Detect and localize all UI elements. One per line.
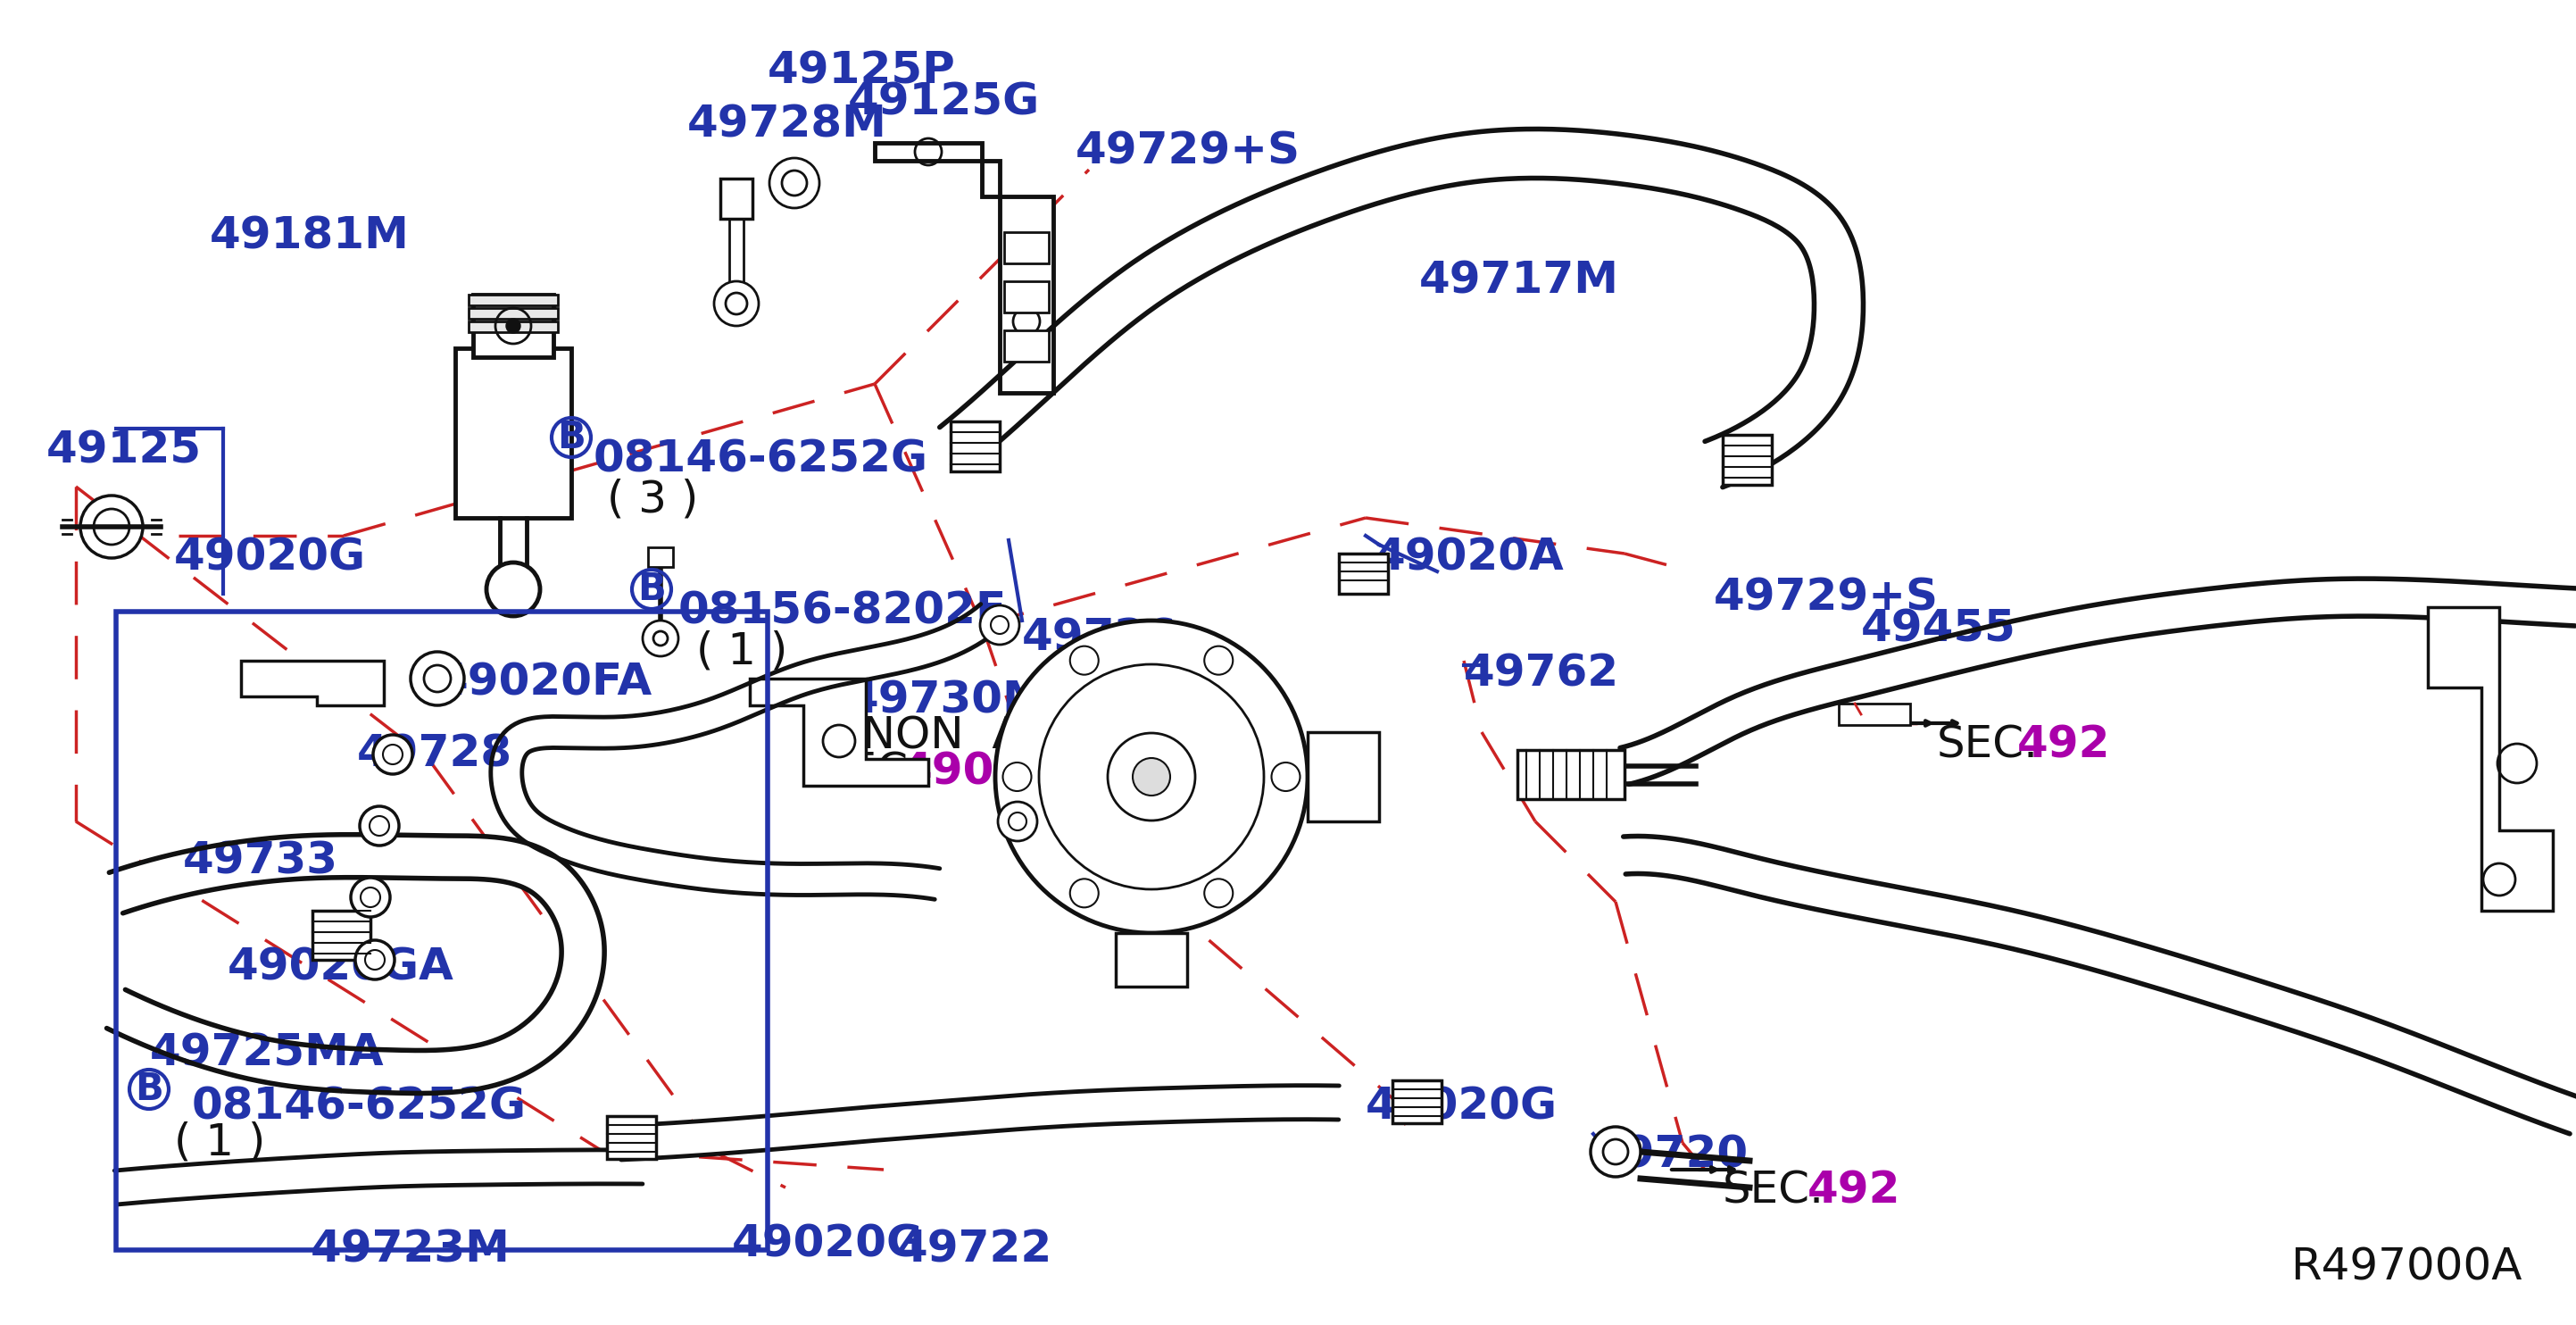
Text: ( 1 ): ( 1 ) <box>696 629 788 672</box>
Text: B: B <box>556 419 585 456</box>
Bar <box>469 307 559 319</box>
Text: 49125G: 49125G <box>848 81 1041 123</box>
Text: ( 1 ): ( 1 ) <box>175 1121 265 1163</box>
Text: 49725MA: 49725MA <box>149 1031 384 1075</box>
Circle shape <box>1069 647 1097 674</box>
Bar <box>951 421 999 472</box>
Circle shape <box>355 941 394 979</box>
Text: B: B <box>636 571 665 608</box>
Bar <box>1839 704 1911 725</box>
Text: 49125: 49125 <box>46 428 201 472</box>
Text: 49717M: 49717M <box>1419 258 1620 302</box>
Polygon shape <box>1620 579 2576 784</box>
Circle shape <box>1273 762 1301 791</box>
Bar <box>1115 933 1188 987</box>
Bar <box>608 1116 657 1159</box>
Bar <box>474 294 554 358</box>
Bar <box>469 294 559 305</box>
Text: R497000A: R497000A <box>2290 1247 2522 1289</box>
Circle shape <box>1206 878 1234 908</box>
Circle shape <box>1038 664 1265 889</box>
Text: 49728: 49728 <box>358 733 513 775</box>
Circle shape <box>641 620 677 656</box>
Polygon shape <box>750 678 927 786</box>
Circle shape <box>487 563 541 616</box>
Circle shape <box>1002 762 1030 791</box>
Bar <box>1309 733 1378 822</box>
Polygon shape <box>113 1150 644 1204</box>
Text: 08146-6252G: 08146-6252G <box>191 1085 526 1128</box>
Text: 49720: 49720 <box>1595 1134 1749 1177</box>
Bar <box>1394 1080 1443 1124</box>
Text: 49181M: 49181M <box>209 215 410 257</box>
Text: 49726: 49726 <box>1023 616 1177 659</box>
Circle shape <box>505 319 520 333</box>
Bar <box>116 612 768 1249</box>
Bar <box>1005 330 1048 362</box>
Text: 49728M: 49728M <box>688 102 886 146</box>
Text: 49733: 49733 <box>183 839 337 882</box>
Bar <box>456 348 572 518</box>
Bar <box>1723 435 1772 485</box>
Text: 492: 492 <box>2017 723 2110 766</box>
Circle shape <box>80 496 142 558</box>
Circle shape <box>1069 878 1097 908</box>
Circle shape <box>350 877 389 917</box>
Text: 49726: 49726 <box>1051 799 1208 841</box>
Text: 49723M: 49723M <box>312 1228 510 1271</box>
Circle shape <box>1206 647 1234 674</box>
Text: 49722: 49722 <box>896 1228 1054 1271</box>
Bar <box>1005 232 1048 264</box>
Circle shape <box>714 281 760 326</box>
Circle shape <box>1133 758 1170 795</box>
Polygon shape <box>242 661 384 705</box>
Text: 49730MA: 49730MA <box>848 678 1082 721</box>
Bar <box>469 322 559 333</box>
Polygon shape <box>2427 607 2553 910</box>
Text: 49729+S: 49729+S <box>1713 576 1940 619</box>
Polygon shape <box>1623 836 2576 1134</box>
Text: 492: 492 <box>1808 1170 1901 1212</box>
Text: SEC.: SEC. <box>1723 1170 1824 1212</box>
Bar <box>1340 554 1388 594</box>
Polygon shape <box>618 1085 1340 1159</box>
Text: B: B <box>134 1071 162 1108</box>
Text: 49020G: 49020G <box>1365 1085 1558 1128</box>
Circle shape <box>410 652 464 705</box>
Polygon shape <box>492 604 1002 900</box>
Text: 08156-8202F: 08156-8202F <box>677 590 1007 632</box>
Text: SEC.: SEC. <box>822 750 922 792</box>
Circle shape <box>979 606 1020 645</box>
Bar <box>649 547 672 567</box>
Text: 08146-6252G: 08146-6252G <box>592 437 927 481</box>
Circle shape <box>997 802 1038 841</box>
Bar <box>1517 750 1625 799</box>
Bar <box>312 910 371 959</box>
Text: 49020A: 49020A <box>1376 535 1564 579</box>
Text: 49729+S: 49729+S <box>1077 130 1301 172</box>
Text: F/NON  ABS: F/NON ABS <box>822 714 1079 757</box>
Bar <box>721 179 752 219</box>
Text: ( 3 ): ( 3 ) <box>608 478 698 521</box>
Polygon shape <box>876 143 1054 392</box>
Text: 49455: 49455 <box>1860 607 2017 651</box>
Text: 49020GA: 49020GA <box>227 946 453 990</box>
Text: 49020G: 49020G <box>175 535 366 579</box>
Text: 49762: 49762 <box>1463 652 1620 694</box>
Polygon shape <box>940 129 1862 488</box>
Bar <box>1005 281 1048 313</box>
Circle shape <box>994 620 1309 933</box>
Circle shape <box>1589 1126 1641 1177</box>
Circle shape <box>1108 733 1195 820</box>
Circle shape <box>361 806 399 845</box>
Circle shape <box>770 158 819 208</box>
Text: 490: 490 <box>902 750 994 792</box>
Text: 49020FA: 49020FA <box>438 661 652 704</box>
Text: SEC.: SEC. <box>1937 723 2038 766</box>
Text: 49020G: 49020G <box>732 1223 925 1267</box>
Text: 49125P: 49125P <box>768 49 956 91</box>
Polygon shape <box>106 835 605 1093</box>
Circle shape <box>374 735 412 774</box>
